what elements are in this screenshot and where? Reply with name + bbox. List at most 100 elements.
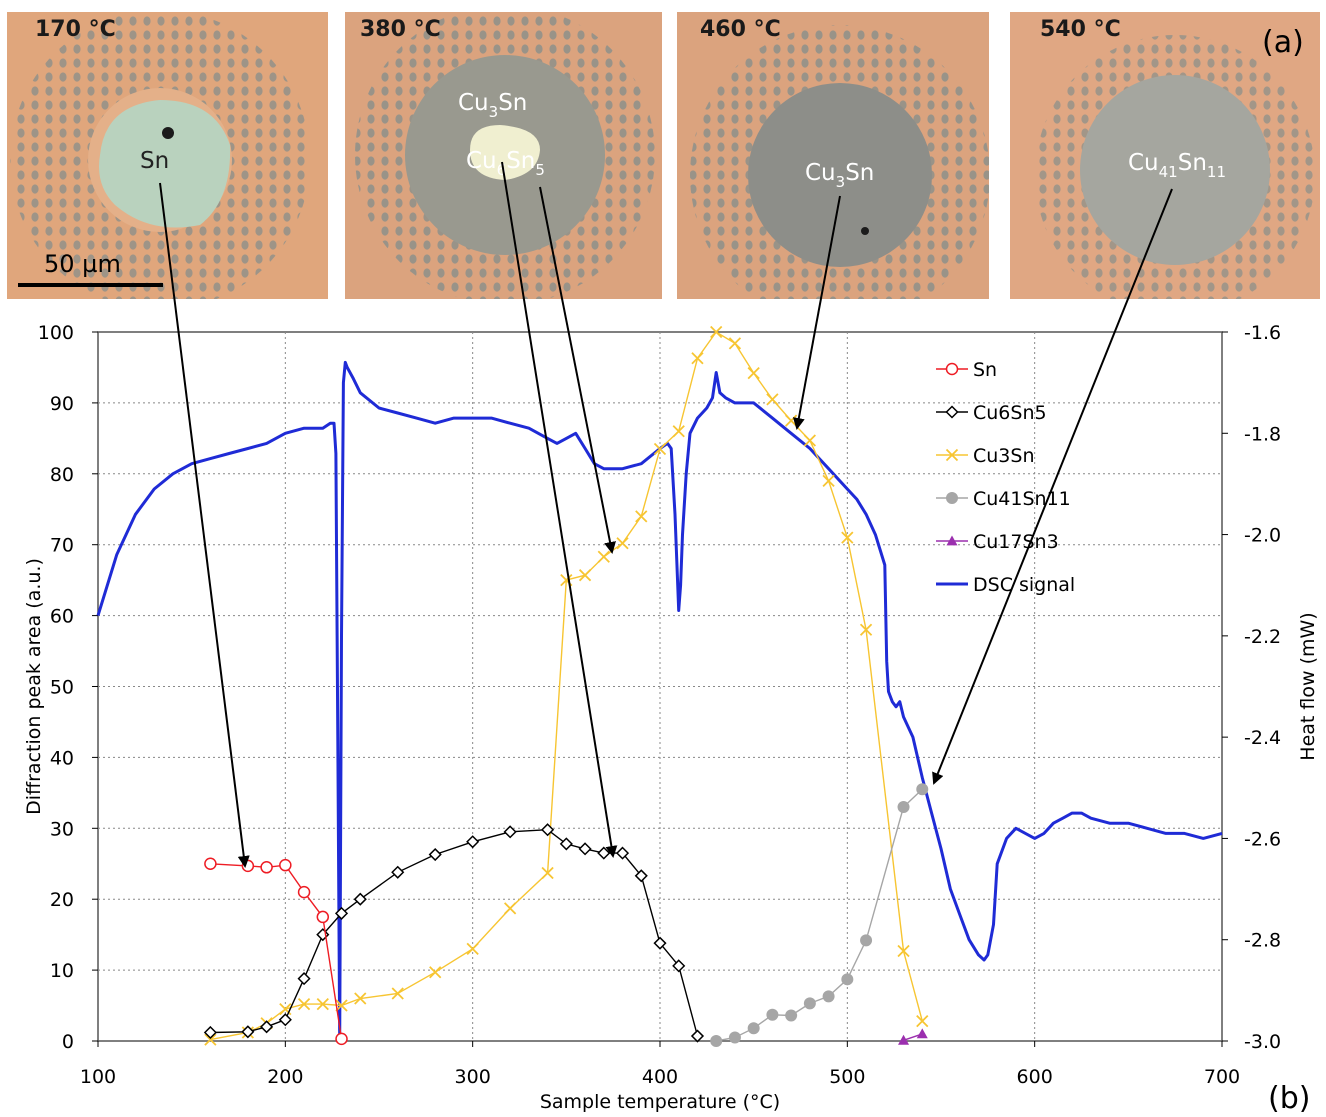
- series-cu17sn3-point: [898, 1034, 910, 1045]
- y-tick-label: 60: [50, 606, 74, 628]
- series-cu3sn-point: [541, 866, 554, 880]
- x-tick-label: 600: [1017, 1066, 1053, 1088]
- y2-tick-label: -3.0: [1244, 1031, 1281, 1053]
- y-tick-label: 90: [50, 393, 74, 415]
- series-sn-point: [204, 857, 217, 870]
- series-cu3sn-point: [429, 966, 442, 979]
- series-cu41sn11-point: [747, 1022, 760, 1035]
- legend-label-sn: Sn: [973, 359, 997, 381]
- series-cu6sn5-point: [634, 869, 648, 883]
- micrograph-170-phase-label: Sn: [140, 148, 169, 174]
- series-cu6sn5-point: [559, 837, 573, 851]
- panel-tag-a: (a): [1262, 25, 1304, 60]
- legend-marker-sn: [945, 362, 959, 376]
- y-tick-label: 10: [50, 960, 74, 982]
- micrograph-540-temp: 540 °C: [1040, 17, 1121, 42]
- series-cu6sn5-point: [541, 823, 555, 837]
- series-cu6sn5-point: [203, 1025, 217, 1040]
- y-tick-label: 80: [50, 464, 74, 486]
- series-cu3sn-point: [466, 942, 479, 955]
- series-cu3sn-point: [691, 352, 704, 365]
- micrograph-460-temp: 460 °C: [700, 17, 781, 42]
- y2-tick-label: -2.2: [1244, 626, 1281, 648]
- y2-tick-label: -2.0: [1244, 525, 1281, 547]
- micrograph-460-cu3sn-label: Cu3Sn: [805, 160, 874, 191]
- series-cu3sn-point: [766, 393, 779, 406]
- micrograph-170-temp: 170 °C: [35, 17, 116, 42]
- series-cu3sn-point: [297, 997, 311, 1011]
- legend-marker-cu3sn: [945, 448, 959, 462]
- dsc-signal-line: [96, 360, 1223, 1043]
- series-cu6sn5-point: [466, 835, 480, 849]
- arrow-sn: [159, 182, 250, 868]
- series-cu41sn11-point: [916, 783, 929, 796]
- legend-label-dsc: DSC signal: [973, 574, 1075, 596]
- series-cu3sn-point: [204, 1033, 217, 1046]
- micrograph-540-cu41sn11-label: Cu41Sn11: [1128, 150, 1226, 181]
- series-cu3sn-point: [728, 337, 742, 350]
- x-tick-label: 100: [80, 1066, 116, 1088]
- y-tick-label: 30: [50, 818, 74, 840]
- series-cu6sn5-point: [615, 846, 630, 860]
- micrograph-170: 170 °C Sn 50 µm: [7, 12, 328, 299]
- y2-axis-label: Heat flow (mW): [1297, 612, 1319, 760]
- y-axis-label: Diffraction peak area (a.u.): [23, 558, 45, 815]
- arrow-cu3sn-460: [792, 195, 841, 430]
- x-axis-ticks: 100 200 300 400 500 600 700: [80, 1041, 1240, 1088]
- series-cu6sn5-point: [241, 1025, 255, 1039]
- legend-label-cu17sn3: Cu17Sn3: [973, 531, 1059, 553]
- series-cu3sn-point: [897, 944, 910, 958]
- x-tick-label: 200: [267, 1066, 303, 1088]
- legend: Sn Cu6Sn5 Cu3Sn Cu41Sn11 Cu17Sn3 DSC signal: [936, 359, 1075, 596]
- y2-tick-label: -2.6: [1244, 828, 1281, 850]
- arrow-cu6sn5: [501, 161, 618, 858]
- series-cu6sn5-point: [297, 972, 311, 986]
- series-cu6sn5-point: [672, 959, 686, 973]
- series-cu6sn5-point: [503, 825, 517, 839]
- series-cu6sn5-point: [334, 906, 349, 920]
- series-cu3sn-point: [354, 992, 367, 1005]
- x-axis-label: Sample temperature (°C): [540, 1091, 780, 1113]
- series-cu3sn-point: [316, 997, 329, 1011]
- y-tick-label: 100: [38, 322, 74, 344]
- arrow-cu41sn11: [932, 188, 1173, 785]
- series-cu3sn-point: [747, 366, 760, 380]
- micrograph-panels: 170 °C Sn 50 µm 380 °C Cu3Sn Cu6Sn5: [7, 12, 1320, 299]
- series-cu3sn-point: [859, 623, 873, 636]
- series-cu41sn11-point: [841, 973, 854, 986]
- series-cu3sn-point: [803, 434, 817, 447]
- x-tick-label: 700: [1204, 1066, 1240, 1088]
- series-cu3sn-point: [578, 569, 592, 582]
- annotation-arrows: [159, 161, 1173, 868]
- legend-label-cu3sn: Cu3Sn: [973, 445, 1035, 467]
- micrograph-460: 460 °C Cu3Sn: [677, 12, 989, 299]
- series-sn-point: [297, 885, 311, 899]
- series-cu3sn-point: [916, 1015, 929, 1028]
- series-cu41sn11-point: [860, 934, 873, 947]
- series-cu3sn-point: [335, 999, 348, 1012]
- series-cu6sn5-point: [428, 847, 442, 862]
- y2-tick-label: -2.4: [1244, 727, 1281, 749]
- series-cu6sn5-point: [690, 1029, 705, 1043]
- series-cu17sn3-point: [916, 1028, 928, 1039]
- series-cu41sn11-point: [766, 1008, 779, 1021]
- series-cu41sn11: [710, 783, 929, 1047]
- series-cu6sn5-point: [391, 865, 405, 879]
- y2-axis-ticks: -3.0 -2.8 -2.6 -2.4 -2.2 -2.0 -1.8 -1.6: [1222, 322, 1281, 1053]
- series-sn-point: [316, 910, 330, 924]
- series-cu41sn11-point: [803, 997, 816, 1010]
- panel-tag-b: (b): [1268, 1081, 1310, 1116]
- grid: [98, 332, 1222, 1041]
- series-sn-point: [279, 858, 292, 872]
- series-cu3sn-point: [822, 474, 835, 488]
- series-cu6sn5-point: [353, 892, 367, 906]
- series-cu3sn-point: [672, 425, 685, 438]
- legend-label-cu6sn5: Cu6Sn5: [973, 402, 1047, 424]
- y-axis-ticks: 0 10 20 30 40 50 60 70 80 90 100: [38, 322, 98, 1053]
- legend-marker-cu6sn5: [945, 405, 959, 419]
- series-cu3sn-point: [841, 531, 854, 544]
- y-tick-label: 50: [50, 677, 74, 699]
- series-cu41sn11-point: [785, 1009, 798, 1022]
- legend-marker-cu41sn11: [946, 492, 958, 504]
- series-cu6sn5-point: [260, 1020, 274, 1034]
